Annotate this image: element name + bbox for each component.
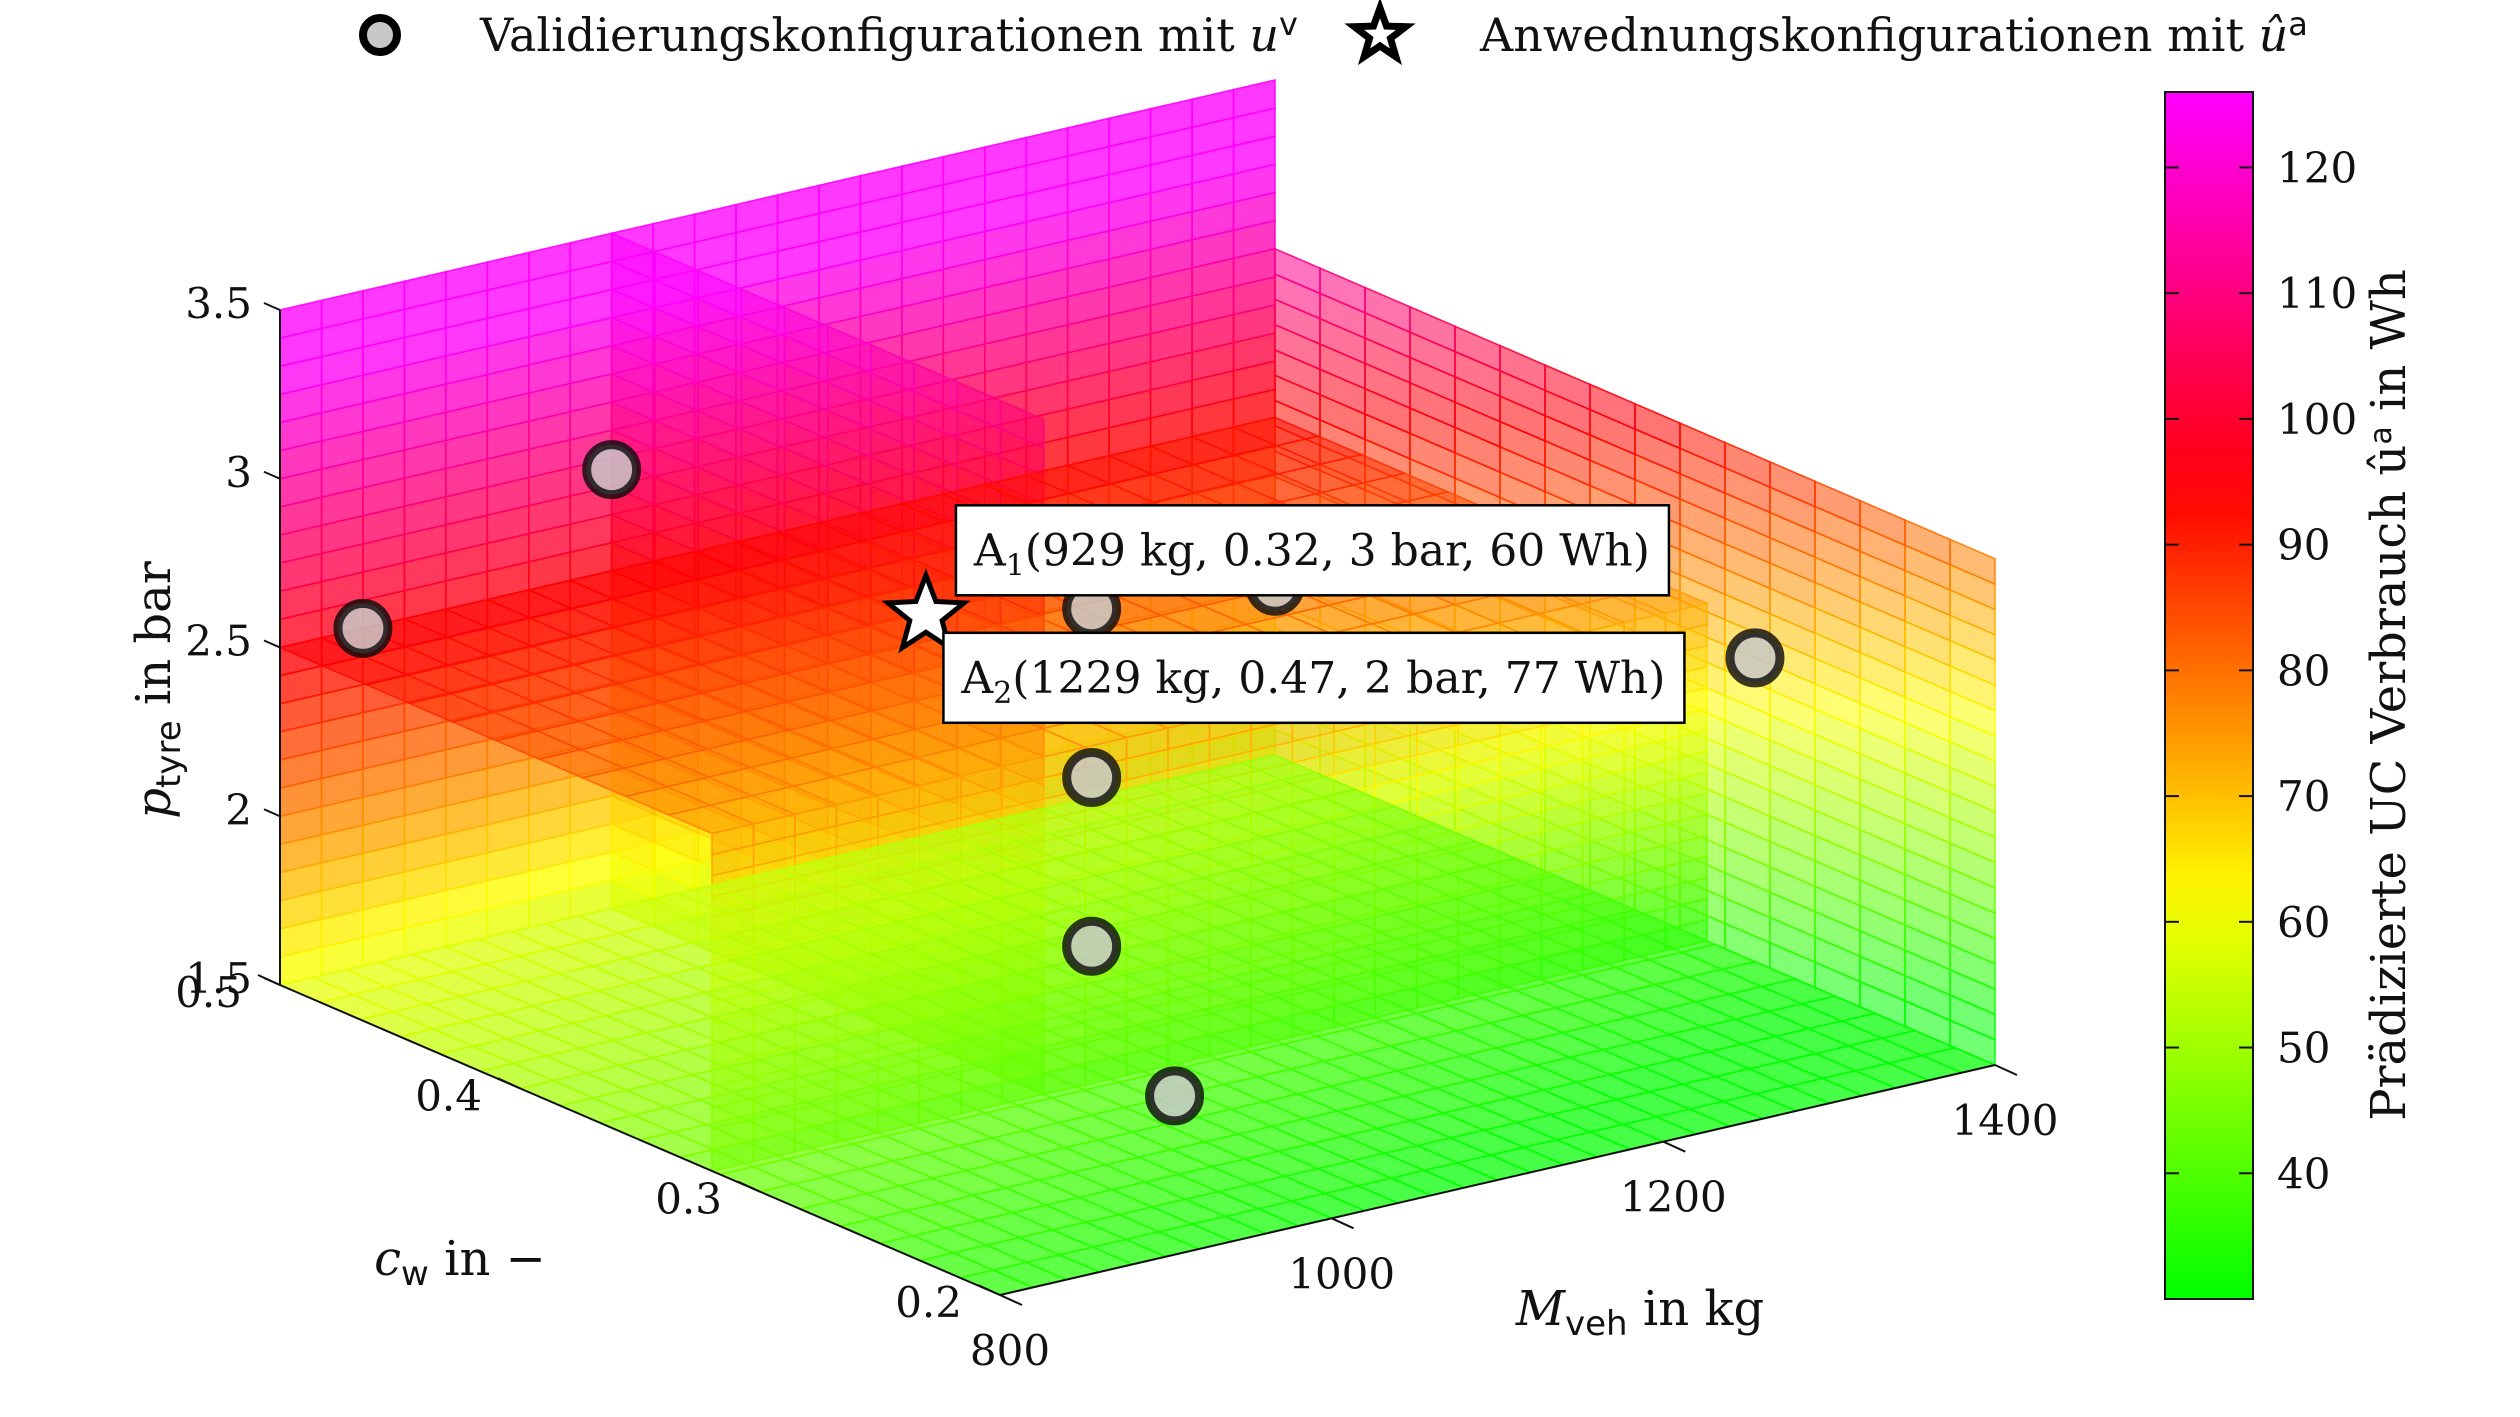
colorbar-tick-label: 40: [2277, 1149, 2330, 1198]
legend-label: Validierungskonfigurationen mit uv: [479, 5, 1298, 62]
validation-point: [1062, 916, 1122, 976]
annotation-a1: A1(929 kg, 0.32, 3 bar, 60 Wh): [954, 504, 1671, 597]
application-point-star: [881, 568, 971, 654]
slice-p-floor: [277, 754, 1998, 1296]
y-tick-mark: [737, 1180, 761, 1193]
y-tick-label: 0.5: [175, 968, 242, 1017]
svg-text:A1(929 kg, 0.32, 3 bar, 60: A1(929 kg, 0.32, 3 bar, 60 Wh): [973, 525, 1650, 583]
z-tick-label: 3: [225, 448, 252, 497]
x-tick-label: 800: [970, 1326, 1050, 1375]
colorbar-tick-label: 90: [2277, 521, 2330, 570]
legend-label: Anwednungskonfigurationen mit ûa: [1479, 5, 2308, 62]
validation-point: [582, 440, 642, 500]
axis-labels: Mveh in kg cw in − ptyre in bar: [126, 561, 1764, 1344]
validation-point: [1145, 1066, 1205, 1126]
y-axis-line: [279, 984, 1001, 1296]
x-axis-line: [999, 1064, 1996, 1296]
y-axis-label: cw in −: [374, 1231, 546, 1294]
colorbar-bar: [2164, 91, 2254, 1300]
x-tick-mark: [1662, 1140, 1686, 1153]
svg-text:A2(1229 kg, 0.47, 2 bar, 77: A2(1229 kg, 0.47, 2 bar, 77 Wh): [960, 653, 1665, 711]
x-tick-mark: [999, 1294, 1023, 1306]
z-tick-label: 2.5: [185, 617, 252, 666]
x-tick-label: 1400: [1952, 1096, 2059, 1145]
z-tick-mark: [263, 639, 281, 649]
y-tick-label: 0.2: [895, 1278, 962, 1327]
z-tick-mark: [263, 470, 281, 480]
colorbar-tick-label: 50: [2277, 1024, 2330, 1073]
legend: Validierungskonfigurationen mit uv Anwedn…: [359, 0, 2308, 66]
x-tick-label: 1000: [1288, 1249, 1395, 1298]
validation-point: [1062, 748, 1122, 807]
y-tick-label: 0.4: [415, 1071, 482, 1120]
annotations: A1(929 kg, 0.32, 3 bar, 60 Wh) A2(1229 kg…: [942, 504, 1686, 725]
colorbar-tick-label: 80: [2277, 646, 2330, 695]
colorbar-tick-label: 120: [2277, 143, 2357, 192]
annotation-a2: A2(1229 kg, 0.47, 2 bar, 77 Wh): [942, 631, 1686, 725]
colorbar: 40 50 60 70 80 90 100 110 120 Prädizierte UC Verb…: [2164, 91, 2417, 1300]
legend-entry: Anwednungskonfigurationen mit ûa: [1344, 0, 2308, 66]
validation-point: [1725, 628, 1785, 688]
legend-circle-marker: [359, 14, 401, 56]
z-tick-label: 1.5: [185, 954, 252, 1003]
x-axis-label: Mveh in kg: [1515, 1281, 1764, 1344]
colorbar-label: Prädizierte UC Verbrauch ûa in Wh: [2361, 269, 2417, 1121]
colorbar-tick-label: 70: [2277, 772, 2330, 821]
x-tick-mark: [1331, 1217, 1355, 1230]
y-tick-label: 0.3: [655, 1175, 722, 1224]
z-tick-mark: [263, 977, 281, 986]
z-tick-label: 2: [225, 785, 252, 834]
z-tick-mark: [263, 302, 281, 311]
z-tick-label: 3.5: [185, 279, 252, 328]
colorbar-tick-label: 100: [2277, 395, 2357, 444]
validation-point: [333, 598, 393, 658]
tick-labels: 800 1000 1200 1400 0.2 0.3 0.4 0.51.5 2 2.5 3 3.5: [175, 279, 2058, 1375]
y-tick-mark: [977, 1284, 1001, 1296]
z-axis-label: ptyre in bar: [126, 561, 189, 818]
legend-entry: Validierungskonfigurationen mit uv: [359, 5, 1298, 62]
legend-star-marker: [1344, 0, 1416, 66]
colorbar-tick-label: 110: [2277, 269, 2357, 318]
x-tick-label: 1200: [1620, 1173, 1727, 1222]
y-tick-mark: [497, 1077, 521, 1090]
x-tick-mark: [1994, 1064, 2018, 1076]
z-tick-mark: [263, 808, 281, 818]
colorbar-tick-label: 60: [2277, 898, 2330, 947]
